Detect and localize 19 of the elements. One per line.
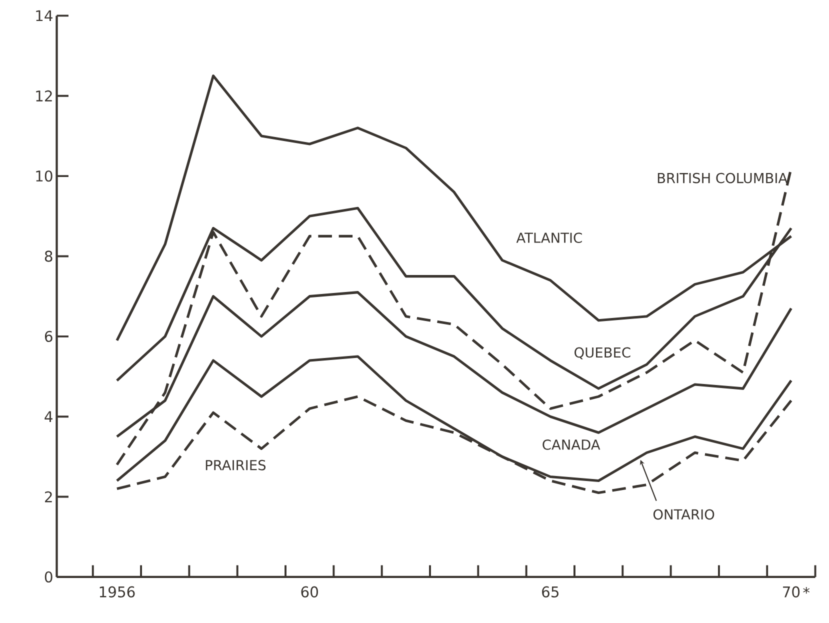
y-tick-label: 0 <box>44 571 52 582</box>
x-tick-label: 1956 <box>100 586 135 598</box>
text: ONTARIO <box>653 509 714 520</box>
x-tick-label: 60 <box>301 586 318 598</box>
text: * <box>803 586 810 594</box>
series-label: CANADA <box>542 439 600 450</box>
y-tick-label: 4 <box>44 411 52 422</box>
y-tick-label: 8 <box>44 250 52 262</box>
y-tick-label: 2 <box>45 491 52 502</box>
y-tick-label: 6 <box>44 330 52 342</box>
series-label: ATLANTIC <box>516 232 582 243</box>
series-label: QUEBEC <box>574 347 630 360</box>
y-tick-label: 12 <box>36 90 52 102</box>
series-label: PRAIRIES <box>206 460 266 470</box>
y-tick-label: 14 <box>36 10 52 22</box>
y-tick-label: 10 <box>36 170 52 182</box>
x-tick-label: 65 <box>542 586 558 598</box>
series-label: BRITISH COLUMBIA <box>658 172 788 184</box>
x-tick-label: 70 <box>783 586 800 598</box>
